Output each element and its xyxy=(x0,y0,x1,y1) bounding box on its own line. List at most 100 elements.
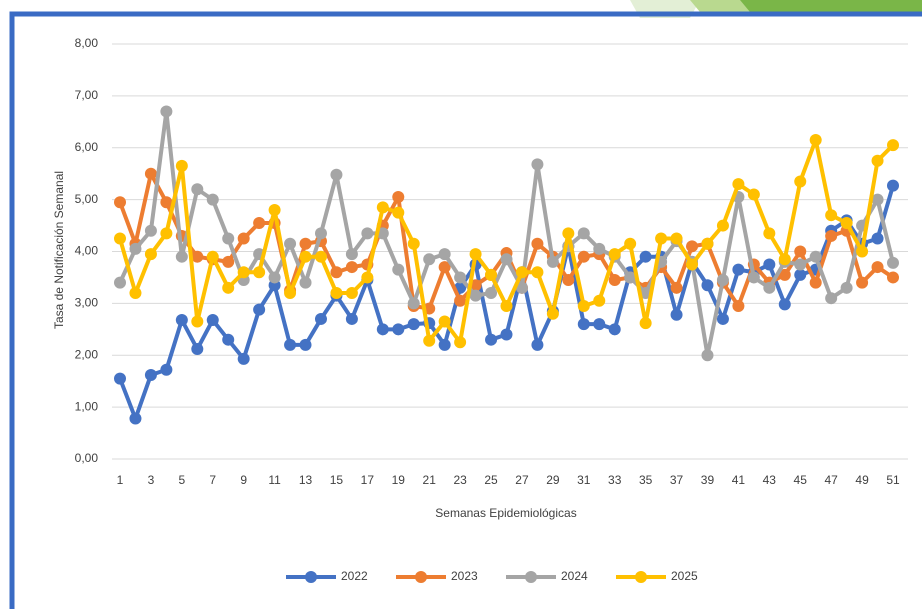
data-point xyxy=(763,281,776,294)
data-point xyxy=(160,227,173,240)
data-point xyxy=(361,227,374,240)
data-point xyxy=(515,281,528,294)
data-point xyxy=(531,237,544,250)
data-point xyxy=(191,343,204,356)
data-point xyxy=(701,349,714,362)
data-point xyxy=(840,216,853,229)
data-point xyxy=(794,245,807,258)
data-point xyxy=(485,333,498,346)
data-point xyxy=(206,313,219,326)
data-point xyxy=(299,237,312,250)
data-point xyxy=(701,237,714,250)
x-tick-label: 31 xyxy=(577,473,591,487)
data-point xyxy=(330,287,343,299)
data-point xyxy=(593,294,606,307)
data-point xyxy=(500,299,513,312)
data-point xyxy=(206,250,219,263)
data-point xyxy=(114,196,126,209)
data-point xyxy=(299,250,312,263)
data-point xyxy=(778,268,791,281)
data-point xyxy=(454,294,467,307)
decoration xyxy=(740,0,922,12)
data-point xyxy=(871,261,884,274)
data-point xyxy=(299,276,312,289)
data-point xyxy=(577,318,590,331)
data-point xyxy=(253,303,266,316)
data-point xyxy=(794,175,807,188)
data-point xyxy=(361,271,374,284)
y-tick-label: 2,00 xyxy=(75,347,99,361)
frame xyxy=(9,11,922,614)
data-point xyxy=(469,248,482,261)
data-point xyxy=(639,317,652,330)
data-point xyxy=(887,256,899,269)
data-point xyxy=(314,312,327,325)
data-point xyxy=(438,261,451,274)
data-point xyxy=(268,271,281,284)
y-tick-label: 6,00 xyxy=(75,140,99,154)
data-point xyxy=(747,188,760,201)
data-point xyxy=(732,178,745,191)
data-point xyxy=(160,105,173,118)
data-point xyxy=(253,266,266,279)
y-tick-label: 8,00 xyxy=(75,36,99,50)
data-point xyxy=(856,245,869,258)
data-point xyxy=(330,266,343,279)
data-point xyxy=(670,308,683,321)
data-point xyxy=(624,271,637,284)
data-point xyxy=(608,248,621,261)
data-point xyxy=(670,232,683,245)
y-tick-label: 5,00 xyxy=(75,192,99,206)
x-axis-title: Semanas Epidemiológicas xyxy=(435,506,576,520)
data-point xyxy=(144,248,157,261)
y-tick-label: 0,00 xyxy=(75,451,99,465)
data-point xyxy=(485,268,498,281)
data-point xyxy=(392,191,405,204)
data-point xyxy=(809,250,822,263)
data-point xyxy=(407,318,420,331)
x-tick-label: 51 xyxy=(886,473,900,487)
data-point xyxy=(825,292,838,305)
data-point xyxy=(840,281,853,294)
x-tick-label: 9 xyxy=(240,473,247,487)
data-point xyxy=(114,372,126,385)
legend-marker xyxy=(635,571,647,583)
data-point xyxy=(716,219,729,232)
data-point xyxy=(144,224,157,237)
data-point xyxy=(160,196,173,209)
data-point xyxy=(345,248,358,261)
data-point xyxy=(732,263,745,276)
data-point xyxy=(376,323,389,336)
x-tick-label: 21 xyxy=(423,473,437,487)
y-tick-label: 1,00 xyxy=(75,399,99,413)
data-point xyxy=(809,133,822,146)
data-point xyxy=(392,263,405,276)
data-point xyxy=(577,227,590,240)
data-point xyxy=(237,352,250,365)
data-point xyxy=(129,287,142,299)
data-point xyxy=(206,193,219,206)
data-point xyxy=(191,183,204,196)
data-point xyxy=(392,206,405,219)
data-point xyxy=(716,274,729,287)
x-tick-label: 7 xyxy=(209,473,216,487)
data-point xyxy=(144,167,157,180)
y-axis-title: Tasa de Notificación Semanal xyxy=(52,171,66,329)
data-point xyxy=(670,281,683,294)
data-point xyxy=(577,299,590,312)
data-point xyxy=(314,227,327,240)
data-point xyxy=(438,315,451,328)
data-point xyxy=(407,297,420,310)
x-tick-label: 11 xyxy=(268,473,281,487)
x-tick-label: 39 xyxy=(701,473,715,487)
x-tick-label: 41 xyxy=(732,473,746,487)
x-tick-label: 33 xyxy=(608,473,622,487)
data-point xyxy=(778,253,791,266)
data-point xyxy=(114,232,126,245)
legend-label: 2023 xyxy=(451,569,478,583)
data-point xyxy=(794,268,807,281)
data-point xyxy=(129,412,142,425)
data-point xyxy=(222,333,235,346)
data-point xyxy=(345,261,358,274)
data-point xyxy=(686,240,699,253)
